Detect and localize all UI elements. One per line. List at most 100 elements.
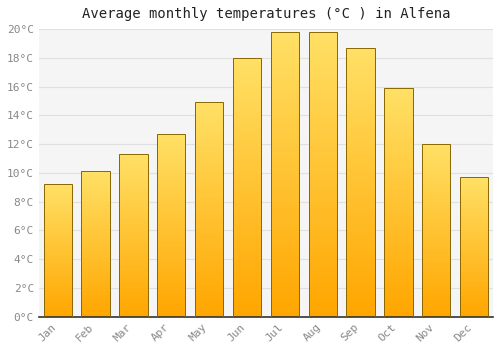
Bar (195, 315, 224, 317)
Bar (195, 167, 224, 169)
Bar (460, 220, 488, 222)
Bar (157, 233, 186, 234)
Bar (195, 158, 224, 160)
Bar (346, 217, 375, 220)
Bar (270, 166, 299, 169)
Bar (460, 225, 488, 226)
Bar (308, 260, 337, 263)
Bar (460, 301, 488, 303)
Bar (157, 236, 186, 238)
Bar (195, 257, 224, 259)
Bar (44, 290, 72, 292)
Bar (384, 285, 412, 287)
Bar (422, 146, 450, 148)
Bar (270, 77, 299, 80)
Bar (157, 220, 186, 222)
Bar (384, 308, 412, 310)
Bar (460, 201, 488, 202)
Bar (460, 193, 488, 194)
Bar (195, 285, 224, 287)
Bar (195, 135, 224, 137)
Bar (119, 177, 148, 178)
Bar (119, 278, 148, 279)
Bar (157, 304, 186, 306)
Bar (384, 269, 412, 271)
Bar (119, 307, 148, 309)
Bar (44, 256, 72, 257)
Bar (346, 215, 375, 217)
Bar (233, 122, 261, 125)
Bar (460, 285, 488, 286)
Bar (44, 271, 72, 272)
Bar (82, 215, 110, 217)
Bar (270, 206, 299, 209)
Bar (233, 224, 261, 226)
Bar (195, 156, 224, 158)
Bar (119, 215, 148, 216)
Bar (384, 95, 412, 97)
Bar (233, 193, 261, 195)
Bar (308, 231, 337, 234)
Bar (157, 136, 186, 138)
Bar (308, 189, 337, 191)
Bar (308, 72, 337, 75)
Bar (308, 46, 337, 49)
Bar (308, 63, 337, 66)
Bar (195, 105, 224, 107)
Bar (308, 220, 337, 223)
Bar (422, 236, 450, 237)
Bar (270, 66, 299, 69)
Bar (195, 132, 224, 135)
Bar (308, 112, 337, 114)
Bar (270, 134, 299, 137)
Bar (270, 277, 299, 280)
Bar (233, 231, 261, 234)
Bar (308, 237, 337, 240)
Bar (270, 94, 299, 97)
Bar (195, 160, 224, 162)
Bar (82, 179, 110, 180)
Bar (44, 254, 72, 256)
Bar (422, 194, 450, 196)
Bar (422, 253, 450, 255)
Bar (308, 43, 337, 46)
Bar (82, 278, 110, 279)
Bar (460, 289, 488, 290)
Bar (384, 280, 412, 282)
Bar (195, 141, 224, 143)
Bar (82, 272, 110, 273)
Bar (346, 72, 375, 75)
Bar (119, 231, 148, 232)
Bar (460, 209, 488, 211)
Bar (82, 190, 110, 192)
Bar (460, 280, 488, 282)
Bar (44, 236, 72, 237)
Bar (195, 293, 224, 295)
Bar (119, 244, 148, 245)
Bar (270, 200, 299, 203)
Bar (44, 239, 72, 240)
Bar (346, 80, 375, 83)
Bar (195, 248, 224, 250)
Bar (270, 140, 299, 143)
Bar (460, 177, 488, 317)
Bar (233, 213, 261, 216)
Bar (270, 49, 299, 52)
Bar (82, 188, 110, 189)
Bar (195, 310, 224, 313)
Bar (44, 193, 72, 194)
Bar (422, 244, 450, 246)
Bar (233, 112, 261, 115)
Bar (384, 187, 412, 189)
Bar (82, 248, 110, 250)
Bar (44, 195, 72, 196)
Bar (157, 150, 186, 152)
Bar (195, 287, 224, 289)
Bar (308, 41, 337, 43)
Bar (460, 178, 488, 180)
Bar (233, 63, 261, 65)
Bar (157, 156, 186, 158)
Bar (233, 187, 261, 190)
Bar (119, 306, 148, 307)
Bar (233, 190, 261, 192)
